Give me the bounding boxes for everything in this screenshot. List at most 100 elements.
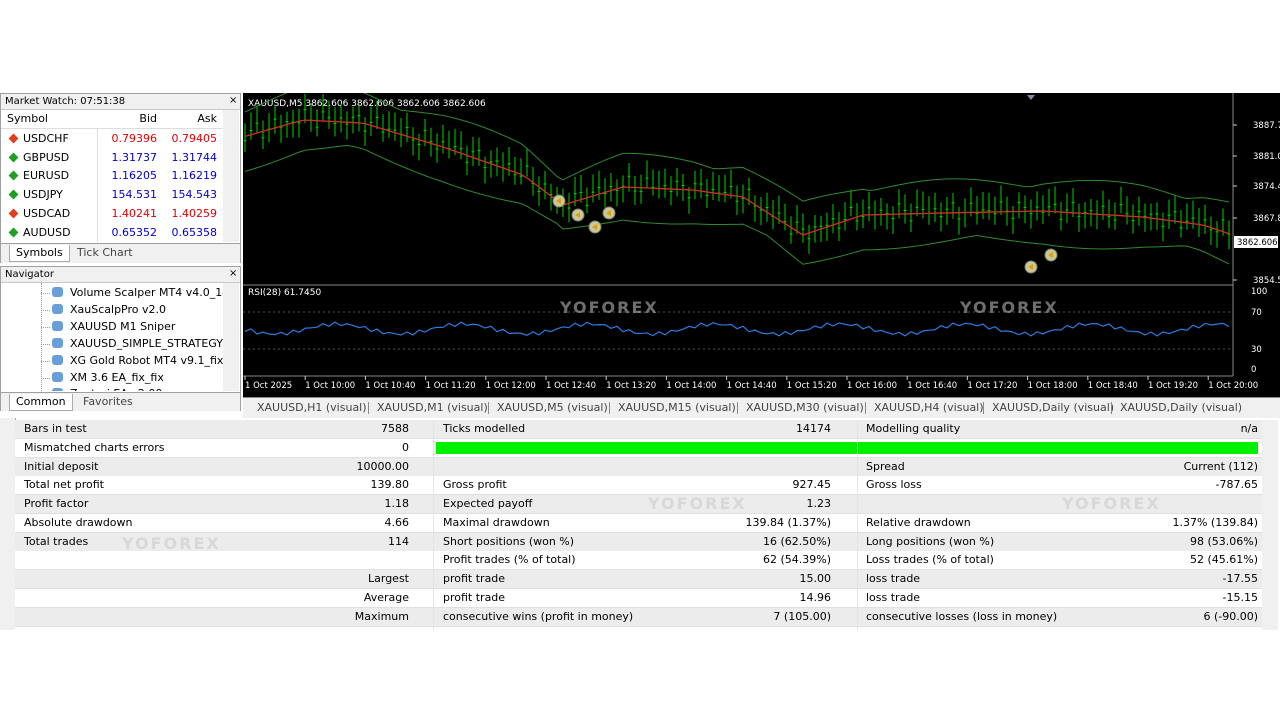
report-cell: profit trade <box>443 590 506 604</box>
chart-tab[interactable]: XAUUSD,M1 (visual) <box>377 401 488 414</box>
rsi-label: 30 <box>1251 345 1262 355</box>
report-cell: Mismatched charts errors <box>24 440 165 454</box>
tab-separator <box>368 402 369 414</box>
ea-item[interactable]: Zentori EA v2.00 <box>70 386 162 391</box>
tree-line <box>41 377 50 379</box>
tree-line <box>41 360 50 362</box>
scrollbar[interactable] <box>1262 420 1278 630</box>
report-cell: 1.18 <box>384 497 410 510</box>
bid: 1.40241 <box>111 206 158 220</box>
report-cell: Total trades <box>24 534 89 548</box>
bid: 0.65352 <box>111 225 158 239</box>
report-cell: Gross profit <box>443 478 507 492</box>
market-watch-table: Symbol Bid Ask USDCHF 0.79396 0.79405 GBPUSD 1.… <box>1 110 223 242</box>
report-cell: 927.45 <box>792 478 832 492</box>
report-cell: Maximal drawdown <box>443 515 550 529</box>
price-label: 3887.705 <box>1253 121 1280 131</box>
indicator-label: RSI(28) 61.7450 <box>248 288 321 298</box>
rsi-line <box>244 321 1230 337</box>
tab[interactable]: Symbols <box>9 245 70 262</box>
navigator-title: Navigator <box>1 267 240 283</box>
tree-line <box>41 283 42 391</box>
report-cell: Profit trades (% of total) <box>443 553 576 567</box>
time-label: 1 Oct 15:20 <box>787 381 837 391</box>
symbol: EURUSD <box>23 169 70 183</box>
tab[interactable]: Common <box>9 394 73 411</box>
direction-icon <box>8 227 19 237</box>
scrollbar[interactable] <box>223 110 239 242</box>
time-label: 1 Oct 18:40 <box>1088 381 1138 391</box>
column-header: Ask <box>197 112 217 125</box>
trade-arrow <box>575 212 580 218</box>
chart-tab[interactable]: XAUUSD,M30 (visual) <box>746 401 864 414</box>
bollinger-lower <box>244 144 1230 265</box>
direction-icon <box>8 170 19 181</box>
chart-tab[interactable]: XAUUSD,M5 (visual) <box>497 401 608 414</box>
ea-icon <box>52 388 63 391</box>
column-header: Symbol <box>7 112 48 125</box>
chart-tab[interactable]: XAUUSD,H1 (visual) <box>257 401 367 414</box>
report-cell: consecutive wins (profit in money) <box>443 609 634 623</box>
report-cell: 10000.00 <box>356 459 410 473</box>
report-cell: Expected payoff <box>443 497 533 510</box>
chart-tab[interactable]: XAUUSD,Daily (visual) <box>1120 401 1243 414</box>
chart-tab[interactable]: XAUUSD,H4 (visual) <box>874 401 984 414</box>
time-label: 1 Oct 16:40 <box>907 381 957 391</box>
report-cell: 52 (45.61%) <box>1189 553 1258 567</box>
ea-item[interactable]: XauScalpPro v2.0 <box>70 302 167 316</box>
tab[interactable]: Favorites <box>83 395 133 408</box>
report-cell: 139.84 (1.37%) <box>745 515 831 529</box>
ask: 1.40259 <box>171 206 218 220</box>
close-button[interactable]: × <box>229 95 238 106</box>
ea-item[interactable]: XM 3.6 EA_fix_fix <box>70 370 164 384</box>
report-cell: Maximum <box>354 609 409 623</box>
tree-line <box>41 343 50 345</box>
price-label: 3867.815 <box>1253 214 1280 224</box>
chart-background <box>243 93 1280 397</box>
report-cell: 14174 <box>796 422 831 435</box>
watermark: YOFOREX <box>960 298 1059 317</box>
report-cell: n/a <box>1240 422 1258 435</box>
report-row <box>15 420 1262 439</box>
scrollbar[interactable] <box>223 283 239 391</box>
chart-tab[interactable]: XAUUSD,Daily (visual) <box>992 401 1115 414</box>
direction-icon <box>8 133 19 144</box>
report-cell: Loss trades (% of total) <box>866 553 994 567</box>
tree-line <box>41 309 50 311</box>
ea-item[interactable]: Volume Scalper MT4 v4.0_1443 <box>70 286 223 299</box>
time-label: 1 Oct 16:00 <box>847 381 897 391</box>
price-label: 3874.445 <box>1253 182 1280 192</box>
moving-average <box>244 119 1230 236</box>
report-cell: Largest <box>368 572 409 585</box>
tab[interactable]: Tick Chart <box>77 246 133 259</box>
tab-separator <box>488 402 489 414</box>
trade-arrow <box>592 224 597 230</box>
direction-icon <box>8 208 19 219</box>
report-cell: 98 (53.06%) <box>1189 534 1258 548</box>
ea-item[interactable]: XAUUSD_SIMPLE_STRATEGY7 <box>70 336 223 350</box>
chart-tab[interactable]: XAUUSD,M15 (visual) <box>618 401 736 414</box>
market-watch: Market Watch: 07:51:38 Symbol Bid Ask USDCH… <box>0 93 241 263</box>
row-divider <box>97 166 98 186</box>
report-cell: Modelling quality <box>866 422 961 435</box>
ea-icon <box>52 287 63 297</box>
report-row <box>15 607 1262 627</box>
bid: 1.31737 <box>111 150 158 164</box>
watermark: YOFOREX <box>648 494 747 513</box>
report-cell: loss trade <box>866 590 921 604</box>
ea-item[interactable]: XAUUSD M1 Sniper <box>70 319 176 333</box>
time-label: 1 Oct 10:40 <box>365 381 415 391</box>
report-cell: Initial deposit <box>24 459 99 473</box>
report-cell: -17.55 <box>1222 572 1258 585</box>
chart-title: XAUUSD,M5 3862.606 3862.606 3862.606 386… <box>248 99 486 109</box>
report-cell: 7588 <box>381 422 409 435</box>
report-cell: 7 (105.00) <box>773 609 831 623</box>
close-button[interactable]: × <box>229 268 238 279</box>
report-cell: 114 <box>388 534 409 548</box>
ea-item[interactable]: XG Gold Robot MT4 v9.1_fix by <box>70 353 223 367</box>
progress-bar <box>436 442 1258 454</box>
report-cell: Gross loss <box>866 478 922 492</box>
rsi-label: 100 <box>1251 287 1267 297</box>
trade-arrow <box>1028 264 1033 270</box>
